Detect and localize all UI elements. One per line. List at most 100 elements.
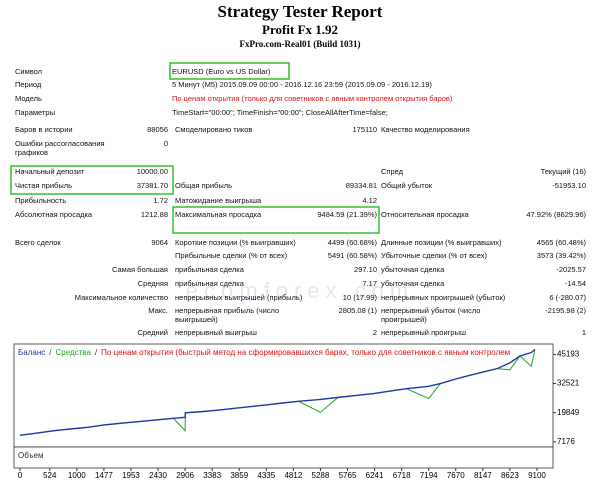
stat-label: непрерывный выигрыш: [175, 328, 257, 337]
stat-label: Макс.: [148, 306, 168, 315]
stat-value: 297.10: [354, 265, 377, 274]
stat-label: Самая большая: [112, 265, 168, 274]
stat-label: Смоделировано тиков: [175, 125, 253, 134]
stat-label: Убыточные сделки (% от всех): [381, 251, 487, 260]
x-tick-label: 7670: [447, 471, 465, 480]
x-tick-label: 2906: [176, 471, 194, 480]
x-tick-label: 5765: [339, 471, 357, 480]
x-tick-label: 1477: [95, 471, 113, 480]
stat-label: Спред: [381, 167, 404, 176]
x-tick-label: 3383: [203, 471, 221, 480]
setting-value: TimeStart="00:00"; TimeFinish="00:00"; C…: [172, 108, 388, 117]
stat-value: 9064: [151, 238, 168, 247]
x-tick-label: 9100: [528, 471, 546, 480]
x-tick-label: 8147: [474, 471, 492, 480]
setting-label: Символ: [15, 67, 43, 76]
volume-frame: [13, 446, 554, 469]
x-tick-label: 4335: [257, 471, 275, 480]
stat-label: непрерывных выигрышей (прибыль): [175, 293, 303, 302]
stat-value: 3573 (39.42%): [536, 251, 586, 260]
stat-label: Максимальная просадка: [175, 210, 262, 219]
stat-value: 4.12: [362, 196, 377, 205]
y-tick-label: 32521: [557, 379, 580, 388]
stat-label: непрерывный убыток (число проигрышей): [381, 306, 481, 324]
stat-value: 0: [163, 139, 168, 148]
stat-label: прибыльная сделка: [175, 265, 244, 274]
x-tick-label: 5288: [312, 471, 330, 480]
server: FxPro.com-Real01 (Build 1031): [239, 39, 361, 49]
plot-frame: [13, 343, 554, 448]
x-tick-label: 1953: [122, 471, 140, 480]
stat-label: Баров в истории: [15, 125, 73, 134]
highlight-box: [10, 165, 174, 195]
stat-label: прибыльная сделка: [175, 279, 244, 288]
legend-entry: Средства: [55, 348, 91, 357]
stat-value: 9484.59 (21.39%): [317, 210, 377, 219]
stat-label: Начальный депозит: [15, 167, 85, 176]
stat-value: 2805.08 (1): [338, 306, 377, 315]
x-tick-label: 1000: [68, 471, 86, 480]
setting-label: Период: [15, 80, 42, 89]
setting-label: Модель: [15, 94, 42, 103]
setting-value: 5 Минут (M5) 2015.09.09 00:00 - 2016.12.…: [172, 80, 432, 89]
stat-label: Матожидание выигрыша: [175, 196, 262, 205]
stat-value: 88056: [147, 125, 168, 134]
stat-value: 2: [372, 328, 377, 337]
balance-line: [19, 348, 536, 437]
stat-value: -2195.98 (2): [545, 306, 586, 315]
stat-value: 1: [581, 328, 586, 337]
stat-label: Чистая прибыль: [15, 181, 72, 190]
stat-label: Средний: [137, 328, 169, 337]
stat-label: Средняя: [137, 279, 168, 288]
stat-label: Максимальное количество: [74, 293, 168, 302]
stat-value: 7.17: [362, 279, 377, 288]
y-tick-label: 45193: [557, 350, 580, 359]
stat-value: 89334.81: [345, 181, 377, 190]
setting-label: Параметры: [15, 108, 55, 117]
setting-value: По ценам открытия (только для советников…: [172, 94, 453, 103]
stat-value: 4499 (60.68%): [327, 238, 377, 247]
stat-value: 37381.70: [136, 181, 168, 190]
stat-label: Относительная просадка: [381, 210, 469, 219]
stat-label: Качество моделирования: [381, 125, 470, 134]
legend-separator: /: [49, 348, 52, 357]
stat-value: 1212.88: [140, 210, 168, 219]
stat-label: Прибыльные сделки (% от всех): [175, 251, 288, 260]
stat-label: убыточная сделка: [381, 265, 445, 274]
stat-label: Общий убыток: [381, 181, 433, 190]
legend-separator: /: [95, 348, 98, 357]
stat-label: непрерывная прибыль (число выигрышей): [175, 306, 280, 324]
stat-value: -2025.57: [556, 265, 586, 274]
x-tick-label: 4812: [284, 471, 302, 480]
x-tick-label: 0: [18, 471, 23, 480]
stat-label: непрерывных проигрышей (убыток): [381, 293, 506, 302]
x-tick-label: 3859: [230, 471, 248, 480]
stat-value: 10 (17.99): [342, 293, 377, 302]
y-tick-label: 19849: [557, 408, 580, 417]
stat-value: 4565 (60.48%): [536, 238, 586, 247]
x-tick-label: 524: [43, 471, 57, 480]
stat-label: Общая прибыль: [175, 181, 233, 190]
stat-value: 5491 (60.58%): [327, 251, 377, 260]
stat-label: непрерывный проигрыш: [381, 328, 466, 337]
stat-value: -14.54: [564, 279, 586, 288]
stat-value: 10000.00: [136, 167, 168, 176]
legend-note: По ценам открытия (быстрый метод на сфор…: [101, 348, 510, 357]
stat-label: Абсолютная просадка: [15, 210, 93, 219]
x-tick-label: 8623: [501, 471, 519, 480]
stat-label: Всего сделок: [15, 238, 61, 247]
x-tick-label: 7194: [420, 471, 438, 480]
highlight-box: [172, 206, 380, 234]
watermark: ecomforex.com: [186, 278, 414, 303]
stat-label: убыточная сделка: [381, 279, 445, 288]
y-tick-label: 7176: [557, 437, 575, 446]
report-subtitle: Profit Fx 1.92: [262, 22, 338, 37]
x-tick-label: 2430: [149, 471, 167, 480]
stat-value: -51953.10: [552, 181, 586, 190]
highlight-box: [169, 62, 290, 80]
volume-label: Объем: [18, 451, 44, 460]
stat-value: 175110: [352, 125, 377, 134]
stat-value: 6 (-280.07): [549, 293, 586, 302]
